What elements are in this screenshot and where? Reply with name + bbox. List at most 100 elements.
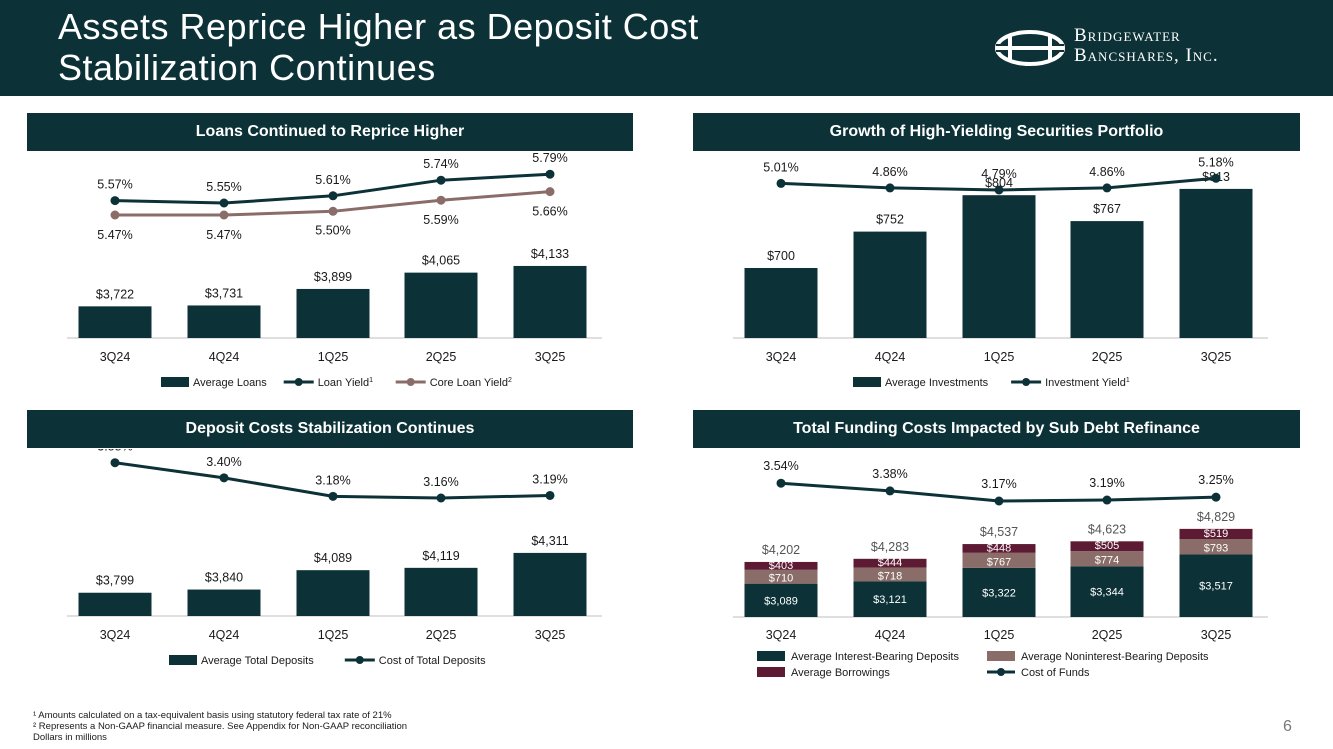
line-value-label: 3.54%: [763, 459, 798, 473]
bar-value-label: $767: [1093, 202, 1121, 216]
line-value-label: 5.59%: [423, 213, 458, 227]
legend-swatch: [853, 377, 881, 387]
stack-borrowings: [853, 558, 927, 568]
line-point: [1102, 183, 1112, 193]
bar-value-label: $4,133: [531, 247, 569, 261]
deposits-panel-header: Deposit Costs Stabilization Continues: [27, 410, 633, 448]
loans-chart: $3,722 $3,731 $3,899 $4,065 $4,133 3Q24 4Q24 1Q…: [67, 152, 602, 389]
page-number: 6: [1283, 718, 1292, 735]
bar: [296, 570, 370, 616]
line-value-label: 5.74%: [423, 157, 458, 171]
bar-value-label: $4,089: [314, 551, 352, 565]
line-point: [994, 185, 1004, 195]
stack-value-label: $519: [1204, 528, 1228, 540]
stack-value-label: $448: [987, 542, 1011, 554]
line-value-label: 5.18%: [1198, 155, 1233, 169]
stack-value-label: $3,517: [1199, 581, 1233, 593]
stack-value-label: $3,089: [764, 595, 798, 607]
stack-value-label: $767: [987, 556, 1011, 568]
x-tick-label: 3Q24: [766, 350, 797, 364]
x-tick-label: 1Q25: [984, 350, 1015, 364]
bridge-logo-icon: [995, 30, 1065, 66]
stack-noninterest-bearing: [1179, 538, 1253, 555]
x-tick-label: 2Q25: [1092, 628, 1123, 642]
line-point: [545, 187, 555, 197]
x-tick-label: 1Q25: [318, 350, 349, 364]
stack-borrowings: [1070, 541, 1144, 552]
legend-marker: [355, 656, 364, 664]
legend-marker: [294, 378, 303, 386]
line-value-label: 5.61%: [315, 173, 350, 187]
line-value-label: 3.16%: [423, 475, 458, 489]
legend-swatch: [757, 667, 785, 677]
footnotes: ¹ Amounts calculated on a tax-equivalent…: [33, 710, 407, 743]
legend-label: Investment Yield1: [1045, 377, 1130, 389]
stack-value-label: $403: [769, 560, 793, 572]
legend-label: Average Interest-Bearing Deposits: [791, 651, 959, 663]
bar-value-label: $804: [985, 176, 1013, 190]
x-tick-label: 3Q24: [100, 350, 131, 364]
x-tick-label: 3Q25: [1201, 628, 1232, 642]
stack-value-label: $505: [1095, 540, 1119, 552]
stack-value-label: $3,121: [873, 594, 907, 606]
bar: [296, 288, 370, 338]
line-point: [776, 178, 786, 188]
legend-label: Average Loans: [193, 377, 267, 389]
slide-header: Assets Reprice Higher as Deposit Cost St…: [0, 0, 1333, 96]
line-point: [885, 486, 895, 496]
funding-panel-header: Total Funding Costs Impacted by Sub Debt…: [693, 410, 1300, 448]
bar-value-label: $3,899: [314, 270, 352, 284]
footnote-3: Dollars in millions: [33, 732, 107, 743]
footnote-1: ¹ Amounts calculated on a tax-equivalent…: [33, 710, 392, 721]
stack-interest-bearing: [1070, 566, 1144, 617]
bar-value-label: $3,799: [96, 574, 134, 588]
legend-footnote-marker: 2: [508, 377, 512, 384]
legend-label: Average Noninterest-Bearing Deposits: [1021, 651, 1209, 663]
bar: [513, 265, 587, 338]
legend-label: Average Total Deposits: [201, 655, 314, 667]
funding-chart: $3,089 $710$403 $4,202 3Q24 $3,121 $718$444 $4…: [733, 459, 1268, 679]
bar-value-label: $752: [876, 213, 904, 227]
line-point: [1102, 495, 1112, 505]
x-tick-label: 3Q24: [766, 628, 797, 642]
x-tick-label: 2Q25: [426, 350, 457, 364]
line-value-label: 5.66%: [532, 205, 567, 219]
line-value-label: 5.79%: [532, 152, 567, 165]
legend-footnote-marker: 1: [1126, 377, 1130, 384]
total-value-label: $4,202: [762, 543, 800, 557]
line-value-label: 5.55%: [206, 180, 241, 194]
line-point: [1211, 173, 1221, 183]
slide-title: Assets Reprice Higher as Deposit Cost St…: [58, 6, 699, 88]
stack-value-label: $718: [878, 570, 902, 582]
line-point: [885, 183, 895, 193]
bar: [744, 268, 818, 338]
bar-value-label: $700: [767, 249, 795, 263]
line-point: [1211, 492, 1221, 502]
line-value-label: 4.86%: [872, 165, 907, 179]
bar: [187, 305, 261, 338]
line-value-label: 4.79%: [981, 167, 1016, 181]
bar-value-label: $3,731: [205, 286, 243, 300]
stack-borrowings: [744, 561, 818, 570]
line-value-label: 5.50%: [315, 223, 350, 237]
line-value-label: 3.58%: [97, 449, 132, 454]
bar-value-label: $4,065: [422, 254, 460, 268]
legend-label: Average Investments: [885, 377, 989, 389]
stack-value-label: $710: [769, 573, 793, 585]
legend-marker: [997, 668, 1005, 676]
stack-borrowings: [962, 544, 1036, 553]
stack-value-label: $774: [1095, 555, 1119, 567]
line-point: [328, 491, 338, 501]
legend-swatch: [161, 377, 189, 387]
x-tick-label: 1Q25: [318, 628, 349, 642]
securities-panel-header: Growth of High-Yielding Securities Portf…: [693, 113, 1300, 151]
line-point: [219, 210, 229, 220]
line-value-label: 3.18%: [315, 473, 350, 487]
stack-value-label: $444: [878, 557, 902, 569]
line-value-label: 3.19%: [532, 472, 567, 486]
stack-noninterest-bearing: [962, 552, 1036, 568]
x-tick-label: 3Q24: [100, 628, 131, 642]
line-point: [328, 206, 338, 216]
legend-label: Average Borrowings: [791, 667, 890, 679]
line-point: [219, 473, 229, 483]
